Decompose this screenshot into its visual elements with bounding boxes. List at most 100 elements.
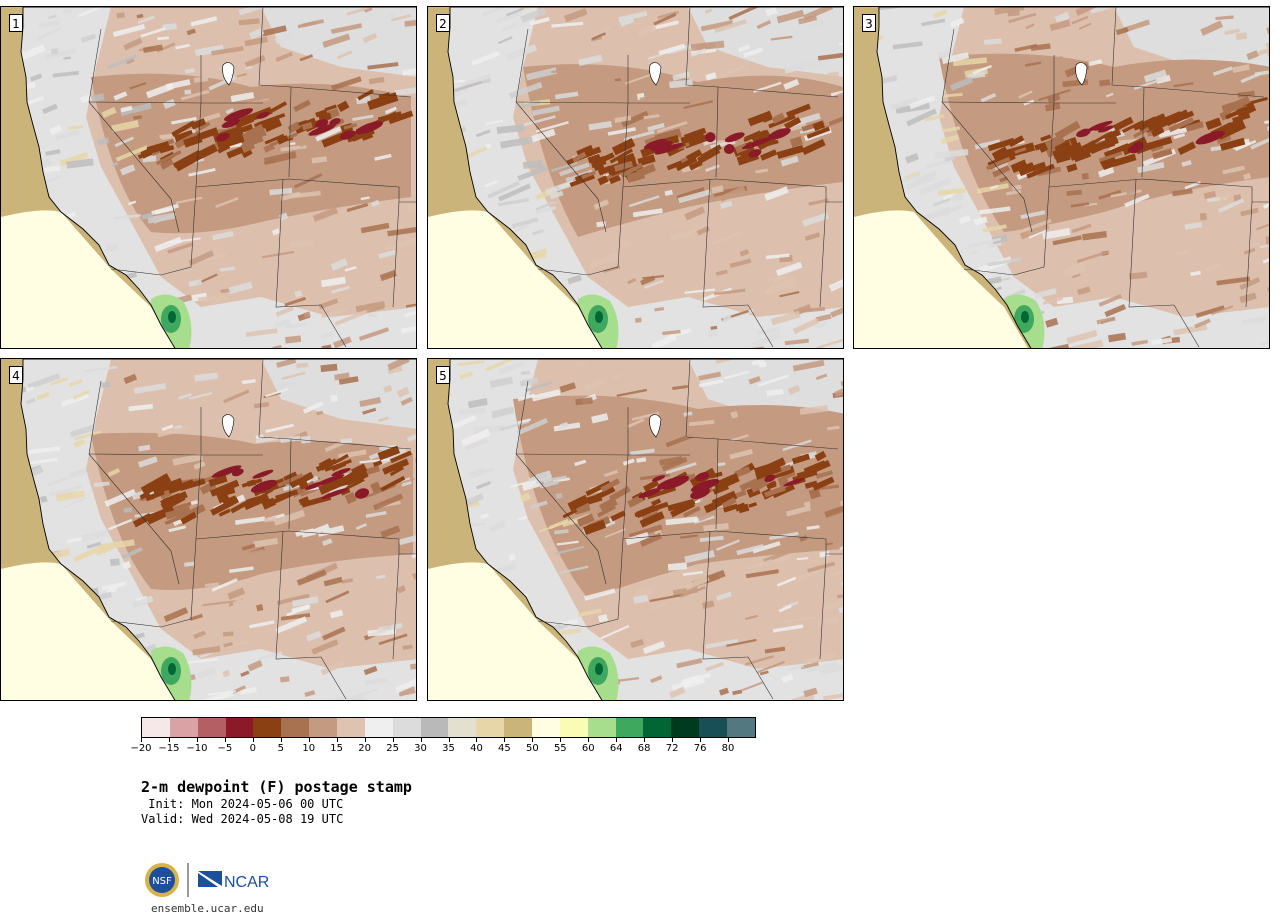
stamp-panel: 1: [0, 6, 417, 349]
colorbar-swatch: [559, 718, 588, 737]
colorbar-ticks: −20 −15 −10 −5 0 5 10 15 20 25 30 35 40 45 50 55 60 64 68 7…: [130, 738, 756, 758]
state-border: [622, 55, 629, 188]
state-border: [963, 186, 1050, 276]
dewpoint-map: [1, 7, 416, 348]
state-border: [110, 538, 197, 628]
colorbar-tick-label: 40: [470, 743, 483, 754]
colorbar-tick-label: 10: [302, 743, 316, 754]
state-border: [1111, 7, 1145, 178]
colorbar-swatch: [532, 718, 560, 737]
colorbar-swatch: [587, 718, 616, 737]
colorbar-tick: [252, 738, 254, 742]
colorbar-swatch: [476, 718, 505, 737]
colorbar-tick-label: 64: [609, 743, 623, 754]
lake-outline: [222, 62, 235, 86]
pacific-moist-area: [428, 210, 602, 348]
colorbar-swatch: [504, 718, 533, 737]
colorbar-tick: [560, 738, 562, 742]
state-border: [392, 553, 400, 660]
state-border: [685, 359, 719, 530]
colorbar-swatch: [643, 718, 672, 737]
stamp-number-label: 5: [436, 366, 450, 384]
state-border: [717, 438, 839, 450]
state-border: [597, 550, 607, 585]
colorbar-swatch: [337, 718, 365, 737]
state-border: [1143, 86, 1265, 98]
colorbar-swatch: [197, 718, 226, 737]
colorbar-tick: [728, 738, 730, 742]
state-border: [275, 178, 322, 308]
state-border: [819, 553, 827, 660]
colorbar-swatch: [309, 718, 338, 737]
dewpoint-map: [1, 359, 416, 700]
colorbar-tick-label: −5: [217, 743, 233, 754]
colorbar-tick: [141, 738, 142, 742]
state-border: [258, 7, 292, 178]
colorbar-tick-label: 25: [386, 743, 399, 754]
lake-outline: [649, 62, 662, 86]
stamp-number-label: 1: [9, 14, 23, 32]
state-border: [195, 178, 416, 203]
page-title: 2-m dewpoint (F) postage stamp: [141, 778, 412, 796]
colorbar-swatch: [253, 718, 282, 737]
state-border: [320, 304, 347, 348]
colorbar-tick-label: 80: [721, 743, 735, 754]
colorbar-tick: [672, 738, 674, 742]
dewpoint-map: [428, 359, 843, 700]
colorbar-tick-label: 20: [358, 743, 371, 754]
colorbar-swatch: [281, 718, 310, 737]
colorbar-tick: [392, 738, 394, 742]
colorbar-tick: [644, 738, 646, 742]
pacific-moist-area: [854, 210, 1028, 348]
colorbar-tick-label: 76: [693, 743, 707, 754]
stamp-number-label: 4: [9, 366, 23, 384]
valid-time: Valid: Wed 2024-05-08 19 UTC: [141, 812, 344, 826]
colorbar-tick-label: −10: [186, 743, 208, 754]
state-border: [537, 538, 624, 628]
coastline: [876, 7, 1269, 348]
state-border: [685, 7, 719, 178]
colorbar-tick: [616, 738, 618, 742]
state-border: [1048, 178, 1269, 203]
colorbar-tick: [336, 738, 338, 742]
colorbar-tick: [168, 738, 170, 742]
state-border: [195, 407, 202, 540]
stamp-panel: 4: [0, 358, 417, 701]
colorbar-swatch: [364, 718, 393, 737]
colorbar-tick-label: −15: [158, 743, 180, 754]
coastline: [20, 359, 416, 700]
state-border: [290, 438, 412, 450]
website-link[interactable]: ensemble.ucar.edu: [151, 902, 264, 915]
colorbar-tick-label: 5: [277, 743, 284, 754]
state-border: [110, 186, 197, 276]
colorbar-tick: [700, 738, 702, 742]
colorbar-swatch: [169, 718, 198, 737]
colorbar-swatch: [727, 718, 755, 737]
dewpoint-map: [428, 7, 843, 348]
colorbar-tick-label: 50: [525, 743, 539, 754]
dewpoint-map: [854, 7, 1269, 348]
colorbar-swatch: [448, 718, 477, 737]
state-border: [275, 530, 322, 660]
colorbar-tick: [364, 738, 366, 742]
state-border: [622, 530, 843, 555]
stamp-panel: 2: [427, 6, 844, 349]
state-border: [702, 178, 749, 308]
coastline: [447, 7, 843, 348]
colorbar-swatch: [392, 718, 421, 737]
state-border: [170, 550, 180, 585]
state-border: [258, 359, 292, 530]
state-border: [195, 530, 416, 555]
colorbar-tick-label: 0: [249, 743, 256, 754]
colorbar-tick: [196, 738, 198, 742]
logo-group: NSF NCAR: [144, 860, 274, 900]
lake-outline: [1075, 62, 1088, 86]
pacific-moist-area: [1, 210, 175, 348]
colorbar-tick: [448, 738, 450, 742]
ncar-logo-text: NCAR: [224, 874, 269, 891]
state-border: [1048, 55, 1055, 188]
stamp-panel: 3: [853, 6, 1270, 349]
colorbar-tick-label: 30: [414, 743, 427, 754]
colorbar-tick-label: −20: [130, 743, 152, 754]
colorbar-tick: [504, 738, 506, 742]
